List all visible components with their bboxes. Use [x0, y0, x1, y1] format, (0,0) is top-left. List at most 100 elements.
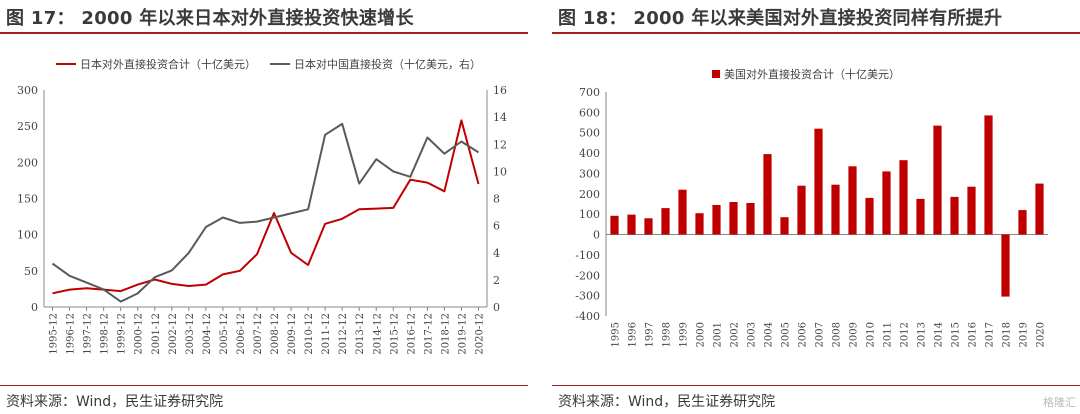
bar — [780, 217, 789, 235]
x-tick-label: 1998 — [662, 322, 673, 347]
figure-18-title: 图 18： 2000 年以来美国对外直接投资同样有所提升 — [558, 8, 1003, 29]
right-y-tick-label: 4 — [493, 247, 500, 260]
x-tick-label: 2018 — [1002, 322, 1013, 347]
legend-swatch — [712, 70, 720, 78]
figure-17-source: 资料来源：Wind，民生证券研究院 — [6, 394, 224, 410]
japan-fdi-line-chart: 0 50 100 150 200 250 300 0 2 4 6 8 10 12 14 16 1995-12 19… — [17, 57, 507, 355]
x-tick-label: 2015 — [951, 322, 962, 347]
y-tick-label: 200 — [579, 188, 600, 201]
source-rule — [0, 385, 528, 386]
bar — [610, 215, 619, 235]
left-y-tick-label: 250 — [17, 120, 38, 133]
right-y-tick-label: 0 — [493, 301, 500, 314]
x-tick-label: 1995-12 — [49, 313, 60, 355]
x-tick-label: 2010 — [866, 322, 877, 347]
bar — [729, 202, 738, 235]
x-tick-label: 2014-12 — [372, 313, 383, 355]
x-tick-label: 2020 — [1036, 322, 1047, 347]
bar — [814, 128, 823, 235]
y-tick-label: 400 — [579, 147, 600, 160]
x-tick-label: 2004 — [764, 322, 775, 347]
x-tick-label: 2006 — [798, 322, 809, 347]
left-figure-panel: 图 17： 2000 年以来日本对外直接投资快速增长 0 50 100 150 200 2… — [0, 0, 528, 414]
japan-to-china-fdi-line — [51, 122, 480, 303]
x-tick-label: 2014 — [934, 322, 945, 347]
y-tick-label: 100 — [579, 208, 600, 221]
right-y-tick-label: 6 — [493, 220, 500, 233]
x-tick-label: 2012 — [900, 322, 911, 347]
x-tick-label: 2010-12 — [304, 313, 315, 355]
x-tick-label: 2007 — [815, 322, 826, 347]
bar — [865, 197, 874, 235]
bar — [1001, 234, 1010, 297]
bar — [933, 125, 942, 235]
x-tick-label: 2000 — [696, 322, 707, 347]
bar — [644, 218, 653, 235]
bar — [712, 205, 721, 235]
x-tick-label: 2017 — [985, 322, 996, 347]
figure-17-title: 图 17： 2000 年以来日本对外直接投资快速增长 — [6, 8, 414, 29]
bar — [899, 160, 908, 235]
legend-entry: 日本对外直接投资合计（十亿美元） — [80, 57, 256, 71]
bar — [763, 154, 772, 235]
figure-18-source: 资料来源：Wind，民生证券研究院 — [558, 394, 776, 410]
y-tick-label: -100 — [575, 249, 600, 262]
x-tick-label: 2006-12 — [236, 313, 247, 355]
x-tick-label: 2012-12 — [338, 313, 349, 355]
x-tick-label: 2005-12 — [219, 313, 230, 355]
x-tick-label: 2009 — [849, 322, 860, 347]
right-y-tick-label: 14 — [493, 111, 507, 124]
x-tick-label: 2009-12 — [287, 313, 298, 355]
left-y-tick-label: 100 — [17, 229, 38, 242]
x-tick-label: 2018-12 — [440, 313, 451, 355]
x-tick-label: 1995 — [611, 322, 622, 347]
left-y-tick-label: 0 — [31, 301, 38, 314]
bar — [984, 115, 993, 235]
bar — [882, 171, 891, 235]
bar — [1018, 210, 1027, 235]
x-tick-label: 2011 — [883, 322, 894, 347]
bar — [797, 185, 806, 235]
y-tick-label: -300 — [575, 290, 600, 303]
title-rule — [0, 32, 528, 34]
y-tick-label: 600 — [579, 106, 600, 119]
x-tick-label: 2007-12 — [253, 313, 264, 355]
legend-entry: 美国对外直接投资合计（十亿美元） — [724, 67, 900, 81]
right-y-tick-label: 8 — [493, 193, 500, 206]
x-tick-label: 2004-12 — [202, 313, 213, 355]
x-tick-label: 1997-12 — [83, 313, 94, 355]
bar — [1035, 183, 1044, 235]
left-y-tick-label: 150 — [17, 193, 38, 206]
x-tick-label: 2016-12 — [406, 313, 417, 355]
left-y-tick-label: 200 — [17, 156, 38, 169]
right-y-tick-label: 16 — [493, 84, 507, 97]
bar — [950, 196, 959, 235]
x-tick-label: 2008-12 — [270, 313, 281, 355]
x-tick-label: 2003 — [747, 322, 758, 347]
y-tick-label: -400 — [575, 310, 600, 323]
x-tick-label: 2005 — [781, 322, 792, 347]
x-tick-label: 2002 — [730, 322, 741, 347]
bar — [627, 214, 636, 235]
right-figure-panel: 图 18： 2000 年以来美国对外直接投资同样有所提升 -400 -300 -20… — [552, 0, 1080, 414]
x-tick-label: 1999 — [679, 322, 690, 347]
left-y-tick-label: 300 — [17, 84, 38, 97]
bar — [746, 203, 755, 235]
right-y-tick-label: 10 — [493, 165, 507, 178]
x-tick-label: 2002-12 — [168, 313, 179, 355]
bar — [678, 189, 687, 235]
y-tick-label: 300 — [579, 167, 600, 180]
source-rule — [552, 385, 1080, 386]
x-tick-label: 1996-12 — [66, 313, 77, 355]
x-tick-label: 2011-12 — [321, 313, 332, 355]
x-tick-label: 2001-12 — [151, 313, 162, 355]
x-tick-label: 2013-12 — [355, 313, 366, 355]
bar — [695, 213, 704, 235]
bar — [967, 186, 976, 235]
x-tick-label: 2013 — [917, 322, 928, 347]
x-tick-label: 1998-12 — [100, 313, 111, 355]
us-fdi-bar-chart: -400 -300 -200 -100 0 100 200 300 400 500 600 700 19… — [575, 67, 1048, 347]
y-tick-label: -200 — [575, 269, 600, 282]
y-tick-label: 700 — [579, 86, 600, 99]
x-tick-label: 1999-12 — [117, 313, 128, 355]
